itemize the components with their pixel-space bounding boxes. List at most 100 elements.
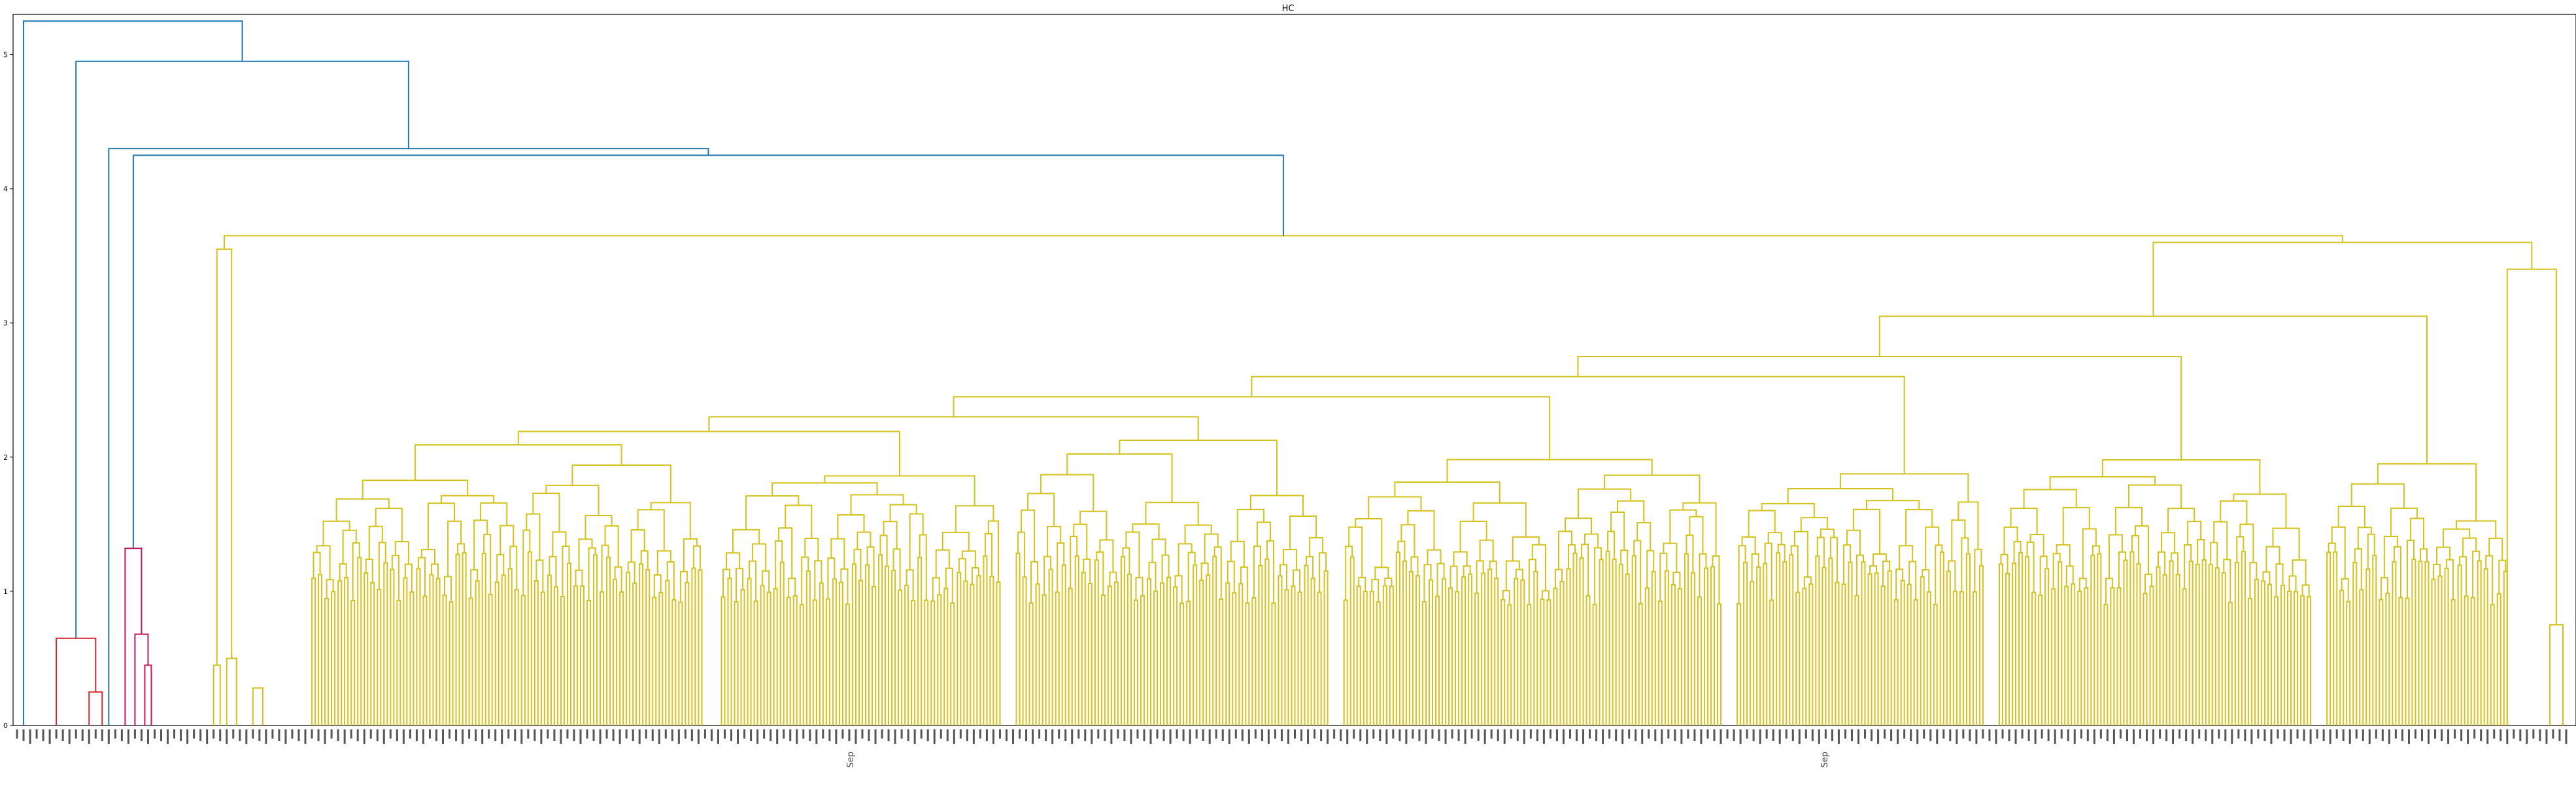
merge-yellow-leaf xyxy=(1035,583,1040,725)
merge-yellow-leaf xyxy=(1468,573,1473,725)
merge-yellow-leaf xyxy=(606,556,611,725)
merge-yellow xyxy=(394,541,409,565)
merge-yellow xyxy=(2446,559,2454,600)
merge-yellow-leaf xyxy=(364,572,369,725)
merge-yellow xyxy=(532,493,560,532)
merge-yellow xyxy=(1256,521,1271,546)
merge-yellow-leaf xyxy=(632,582,637,725)
merge-yellow-leaf xyxy=(1251,597,1257,725)
leaf-label-mark xyxy=(1949,729,1952,741)
leaf-label-mark xyxy=(1149,729,1152,744)
leaf-label-mark xyxy=(2355,729,2358,739)
merge-yellow xyxy=(1741,536,1756,554)
merge-yellow-leaf xyxy=(1920,576,1925,725)
merge-yellow-leaf xyxy=(1507,604,1512,725)
leaf-label-mark xyxy=(1536,729,1538,741)
leaf-label-mark xyxy=(1130,729,1132,744)
merge-yellow-leaf xyxy=(1644,587,1650,725)
merge-yellow xyxy=(2288,575,2297,592)
leaf-label-mark xyxy=(409,729,411,739)
merge-yellow xyxy=(1948,560,1956,592)
merge-yellow-chain xyxy=(1251,375,1905,474)
merge-yellow xyxy=(1200,562,1209,580)
merge-yellow-leaf xyxy=(1959,591,1964,725)
leaf-label-mark xyxy=(389,729,392,739)
leaf-label-mark xyxy=(278,729,280,741)
merge-yellow-leaf xyxy=(2090,554,2095,725)
merge-yellow-leaf xyxy=(2457,565,2462,725)
merge-yellow-leaf xyxy=(481,553,486,725)
leaf-label-mark xyxy=(1477,729,1480,741)
leaf-label-mark xyxy=(1615,729,1618,741)
merge-yellow xyxy=(2010,508,2038,534)
merge-yellow xyxy=(1528,559,1536,605)
merge-yellow xyxy=(1842,544,1851,584)
leaf-label-mark xyxy=(94,729,97,739)
merge-yellow xyxy=(1866,500,1920,510)
merge-yellow xyxy=(1895,568,1904,600)
leaf-label-mark xyxy=(1837,729,1840,744)
merge-yellow xyxy=(362,479,469,499)
leaf-label-mark xyxy=(1687,729,1689,739)
leaf-label-mark xyxy=(1451,729,1453,739)
merge-yellow xyxy=(2197,538,2205,565)
merge-yellow-leaf xyxy=(1710,566,1715,725)
merge-yellow-chain xyxy=(953,396,1551,460)
leaf-label-mark xyxy=(2407,729,2410,744)
leaf-label-mark xyxy=(2106,729,2109,741)
leaf-label-mark xyxy=(1280,729,1283,741)
leaf-label-mark xyxy=(1359,729,1362,741)
merge-yellow xyxy=(375,508,403,542)
merge-yellow-leaf xyxy=(2379,599,2384,725)
leaf-label-mark xyxy=(1176,729,1178,739)
leaf-label-mark xyxy=(2420,729,2423,741)
merge-yellow-chain xyxy=(517,430,900,476)
leaf-label-mark xyxy=(258,729,261,741)
merge-yellow xyxy=(814,560,822,601)
merge-yellow-leaf xyxy=(318,574,323,725)
merge-yellow xyxy=(1030,561,1039,603)
merge-yellow xyxy=(830,538,845,569)
merge-yellow-leaf xyxy=(1442,578,1447,725)
leaf-label-mark xyxy=(239,729,241,741)
merge-yellow-chain xyxy=(708,416,1199,440)
merge-yellow-leaf xyxy=(2490,604,2495,725)
merge-yellow xyxy=(2354,548,2362,590)
leaf-label-mark xyxy=(68,729,71,744)
leaf-label-mark xyxy=(573,729,575,741)
leaf-label-mark xyxy=(560,729,562,744)
leaf-label-mark xyxy=(619,729,621,744)
merge-red-inner xyxy=(88,691,103,725)
merge-yellow-leaf xyxy=(1546,599,1551,725)
merge-yellow-leaf xyxy=(1160,582,1165,725)
merge-yellow xyxy=(1869,565,1878,574)
merge-yellow-leaf xyxy=(377,589,382,725)
merge-yellow xyxy=(2377,463,2477,521)
leaf-label-mark xyxy=(1523,729,1525,744)
merge-yellow xyxy=(1922,569,1930,592)
leaf-label-mark xyxy=(2329,729,2331,744)
merge-yellow-leaf xyxy=(698,569,703,725)
merge-yellow xyxy=(2462,537,2477,557)
leaf-label-mark xyxy=(140,729,143,741)
dendrogram-links xyxy=(23,20,2564,725)
leaf-label-mark xyxy=(940,729,942,739)
merge-yellow xyxy=(666,561,675,601)
leaf-label-mark xyxy=(599,729,602,744)
merge-yellow xyxy=(535,559,544,593)
leaf-label-mark xyxy=(1300,729,1303,741)
leaf-label-mark xyxy=(2027,729,2030,741)
leaf-label-mark xyxy=(907,729,909,741)
merge-yellow xyxy=(2272,527,2300,561)
merge-yellow xyxy=(987,520,999,582)
merge-yellow-leaf xyxy=(2234,561,2239,725)
merge-yellow-leaf xyxy=(449,601,454,725)
leaf-label-mark xyxy=(1274,729,1276,739)
leaf-label-mark xyxy=(488,729,490,739)
leaf-label-mark xyxy=(1019,729,1021,739)
leaf-label-mark xyxy=(2362,729,2364,741)
merge-yellow xyxy=(2049,476,2156,490)
merge-yellow-leaf xyxy=(2156,566,2161,725)
merge-yellow xyxy=(2213,521,2228,560)
merge-yellow-leaf xyxy=(488,593,493,725)
